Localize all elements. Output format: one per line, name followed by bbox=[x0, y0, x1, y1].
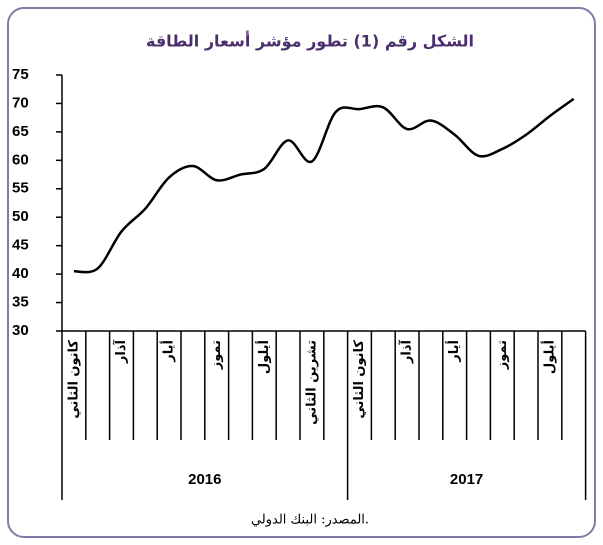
chart-title: الشكل رقم (1) تطور مؤشر أسعار الطاقة bbox=[146, 31, 474, 51]
x-tick-label: تموز bbox=[209, 340, 224, 370]
y-tick-label: 75 bbox=[12, 66, 29, 83]
source: المصدر: البنك الدولي. bbox=[251, 513, 369, 528]
group-label: 2017 bbox=[450, 471, 483, 488]
y-tick-label: 60 bbox=[12, 151, 29, 168]
y-tick-label: 65 bbox=[12, 123, 29, 140]
y-tick-label: 40 bbox=[12, 265, 29, 282]
x-tick-label: كانون الثاني bbox=[352, 340, 367, 419]
frame bbox=[7, 7, 596, 538]
x-tick-label: تموز bbox=[495, 340, 510, 370]
x-tick-label: تشرين الثاني bbox=[304, 340, 319, 425]
x-tick-label: أيلول bbox=[255, 340, 272, 374]
x-tick-label: كانون الثاني bbox=[66, 340, 81, 419]
x-tick-label: آذار bbox=[398, 339, 415, 364]
y-tick-label: 50 bbox=[12, 208, 29, 225]
x-tick-label: آذار bbox=[112, 339, 129, 364]
y-tick-label: 35 bbox=[12, 294, 29, 311]
group-label: 2016 bbox=[188, 471, 221, 488]
x-tick-label: أيلول bbox=[540, 340, 557, 374]
x-tick-label: أيار bbox=[160, 340, 177, 363]
y-tick-label: 30 bbox=[12, 322, 29, 339]
y-tick-label: 45 bbox=[12, 237, 29, 254]
x-tick-label: أيار bbox=[445, 340, 462, 363]
line bbox=[73, 97, 575, 274]
y-tick-label: 55 bbox=[12, 180, 29, 197]
y-tick-label: 70 bbox=[12, 94, 29, 111]
